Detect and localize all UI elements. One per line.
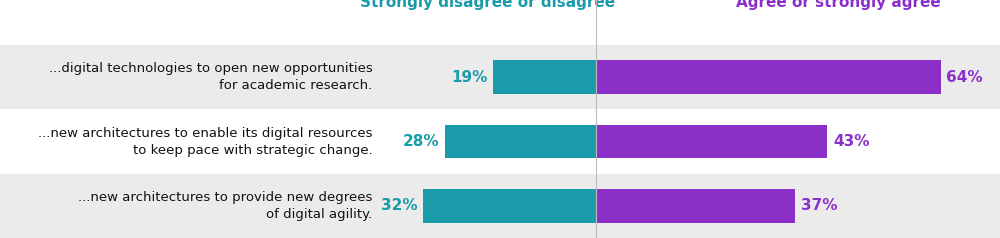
Bar [423,189,596,223]
Text: 37%: 37% [801,198,837,213]
Bar [0,109,380,174]
Text: Strongly disagree or disagree: Strongly disagree or disagree [360,0,615,10]
Text: ...digital technologies to open new opportunities
for academic research.: ...digital technologies to open new oppo… [49,62,372,92]
Bar [0,45,380,109]
Text: 64%: 64% [946,70,983,85]
Bar [380,45,1000,109]
Bar [380,109,1000,174]
Text: Agree or strongly agree: Agree or strongly agree [736,0,941,10]
Text: 19%: 19% [451,70,488,85]
Text: 28%: 28% [403,134,439,149]
Bar [445,125,596,158]
Bar [596,60,941,94]
Bar [596,189,795,223]
Bar [380,174,1000,238]
Bar [493,60,596,94]
Text: 43%: 43% [833,134,869,149]
Bar [0,174,380,238]
Text: ...new architectures to enable its digital resources
to keep pace with strategic: ...new architectures to enable its digit… [38,127,372,157]
Bar [596,125,827,158]
Text: 32%: 32% [381,198,418,213]
Text: ...new architectures to provide new degrees
of digital agility.: ...new architectures to provide new degr… [78,191,372,221]
